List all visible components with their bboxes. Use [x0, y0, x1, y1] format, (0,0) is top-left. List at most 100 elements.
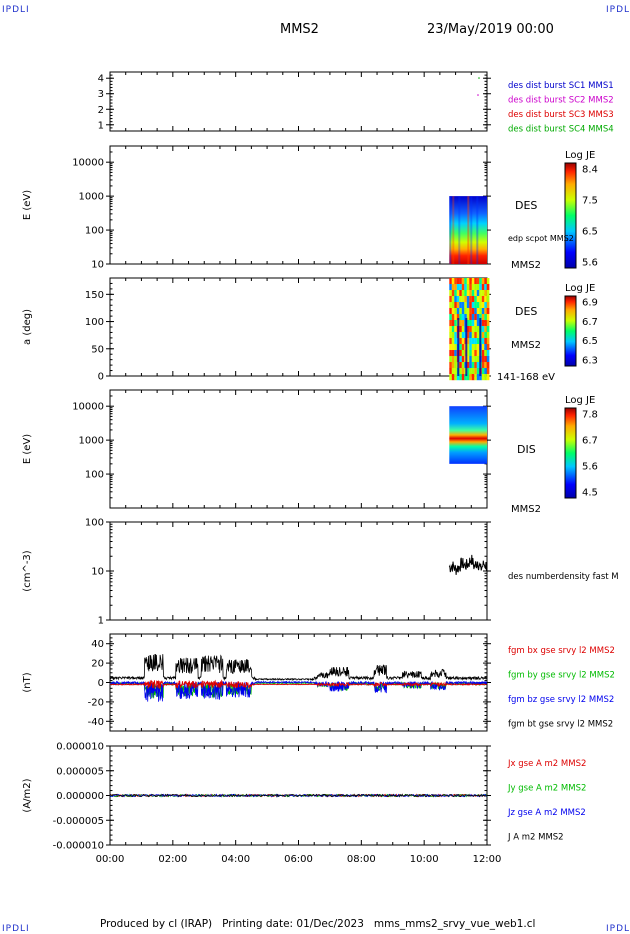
bfield-series-line-1 [109, 679, 487, 690]
y-axis-label-current-density: (A/m2) [22, 778, 33, 812]
pitch-angle-cell [459, 284, 462, 291]
pitch-angle-cell [484, 368, 487, 375]
pitch-angle-cell [474, 368, 477, 375]
colorbar-des-energy-spectrogram [564, 162, 577, 269]
pitch-angle-cell [454, 290, 457, 297]
pitch-angle-cell [486, 308, 490, 315]
pitch-angle-cell [451, 374, 455, 381]
colorbar-dis-energy-spectrogram [564, 407, 577, 499]
pitch-angle-cell [459, 350, 462, 357]
pitch-angle-cell [469, 338, 472, 345]
pitch-angle-cell [459, 302, 462, 309]
pitch-angle-cell [486, 368, 490, 375]
pitch-angle-cell [464, 314, 467, 321]
current-series-line-4 [110, 793, 488, 798]
pitch-angle-cell [484, 308, 487, 315]
pitch-angle-cell [481, 302, 485, 309]
pitch-angle-cell [486, 374, 490, 381]
pitch-angle-cell [471, 344, 475, 351]
side-label-mms2: MMS2 [511, 340, 541, 351]
pitch-angle-cell [474, 308, 477, 315]
pitch-angle-cell [476, 374, 480, 381]
pitch-angle-cell [464, 278, 467, 285]
pitch-angle-cell [486, 284, 490, 291]
pitch-angle-cell [451, 278, 455, 285]
pitch-angle-cell [454, 278, 457, 285]
pitch-angle-cell [471, 290, 475, 297]
pitch-angle-cell [481, 308, 485, 315]
pitch-angle-cell [486, 350, 490, 357]
pitch-angle-cell [459, 338, 462, 345]
pitch-angle-cell [459, 278, 462, 285]
pitch-angle-cell [469, 350, 472, 357]
colorbar-tick-label: 6.7 [582, 317, 598, 328]
pitch-angle-cell [476, 290, 480, 297]
pitch-angle-cell [484, 326, 487, 333]
pitch-angle-cell [466, 308, 470, 315]
pitch-angle-cell [486, 290, 490, 297]
des-spectrogram-image [449, 196, 487, 264]
pitch-angle-cell [459, 356, 462, 363]
side-label-edp-scpot: edp scpot MMS2 [508, 234, 574, 243]
pitch-angle-low-column [465, 318, 468, 376]
pitch-angle-cell [466, 332, 470, 339]
pitch-angle-cell [484, 362, 487, 369]
legend-entry-2: des dist burst SC2 MMS2 [508, 96, 614, 106]
pitch-angle-cell [451, 314, 455, 321]
corner-label-bottom-left: IPDLI [2, 924, 30, 934]
panel-frame-dis-energy-spectrogram [109, 389, 488, 509]
pitch-angle-cell [464, 284, 467, 291]
colorbar-tick-label: 8.4 [582, 165, 598, 176]
density-series-line [448, 554, 487, 575]
pitch-angle-cell [486, 302, 490, 309]
pitch-angle-cell [466, 320, 470, 327]
pitch-angle-cell [459, 362, 462, 369]
pitch-angle-low-column [457, 318, 460, 376]
pitch-angle-cell [471, 338, 475, 345]
pitch-angle-cell [449, 332, 452, 339]
pitch-angle-cell [451, 344, 455, 351]
pitch-angle-cell [459, 368, 462, 375]
pitch-angle-cell [454, 368, 457, 375]
pitch-angle-cell [471, 356, 475, 363]
pitch-angle-cell [469, 326, 472, 333]
pitch-angle-cell [481, 314, 485, 321]
pitch-angle-cell [481, 278, 485, 285]
pitch-angle-cell [451, 350, 455, 357]
pitch-angle-cell [479, 284, 482, 291]
pitch-angle-cell [469, 332, 472, 339]
legend-entry-3: des dist burst SC3 MMS3 [508, 110, 614, 120]
y-tick-label: 10000 [72, 402, 104, 413]
pitch-angle-cell [459, 326, 462, 333]
pitch-angle-cell [479, 278, 482, 285]
pitch-angle-cell [459, 308, 462, 315]
legend-bfield-3: fgm bz gse srvy l2 MMS2 [508, 695, 614, 705]
side-label-mms2: MMS2 [511, 504, 541, 515]
pitch-angle-cell [459, 320, 462, 327]
pitch-angle-cell [471, 362, 475, 369]
colorbar-tick-label: 6.5 [582, 227, 598, 238]
pitch-angle-cell [476, 350, 480, 357]
pitch-angle-cell [474, 338, 477, 345]
pitch-angle-cell [471, 326, 475, 333]
pitch-angle-cell [449, 362, 452, 369]
y-tick-label: 0 [98, 372, 104, 383]
legend-current-4: J A m2 MMS2 [507, 833, 564, 843]
pitch-angle-cell [451, 338, 455, 345]
pitch-angle-cell [471, 278, 475, 285]
pitch-angle-cell [451, 296, 455, 303]
y-tick-label: 1 [98, 616, 104, 627]
y-tick-label: 100 [85, 470, 104, 481]
colorbar-des-pitch-angle [564, 295, 577, 367]
y-axis-label-dis-energy-spectrogram: E (eV) [22, 434, 33, 464]
legend-current-3: Jz gse A m2 MMS2 [507, 808, 586, 818]
pitch-angle-cell [451, 356, 455, 363]
colorbar-tick-label: 5.6 [582, 462, 598, 473]
pitch-angle-cell [469, 356, 472, 363]
time-tick-label: 12:00 [473, 854, 502, 865]
bfield-series-line-4 [109, 654, 487, 682]
pitch-angle-cell [474, 320, 477, 327]
pitch-angle-cell [456, 284, 460, 291]
pitch-angle-cell [466, 314, 470, 321]
pitch-angle-cell [466, 344, 470, 351]
